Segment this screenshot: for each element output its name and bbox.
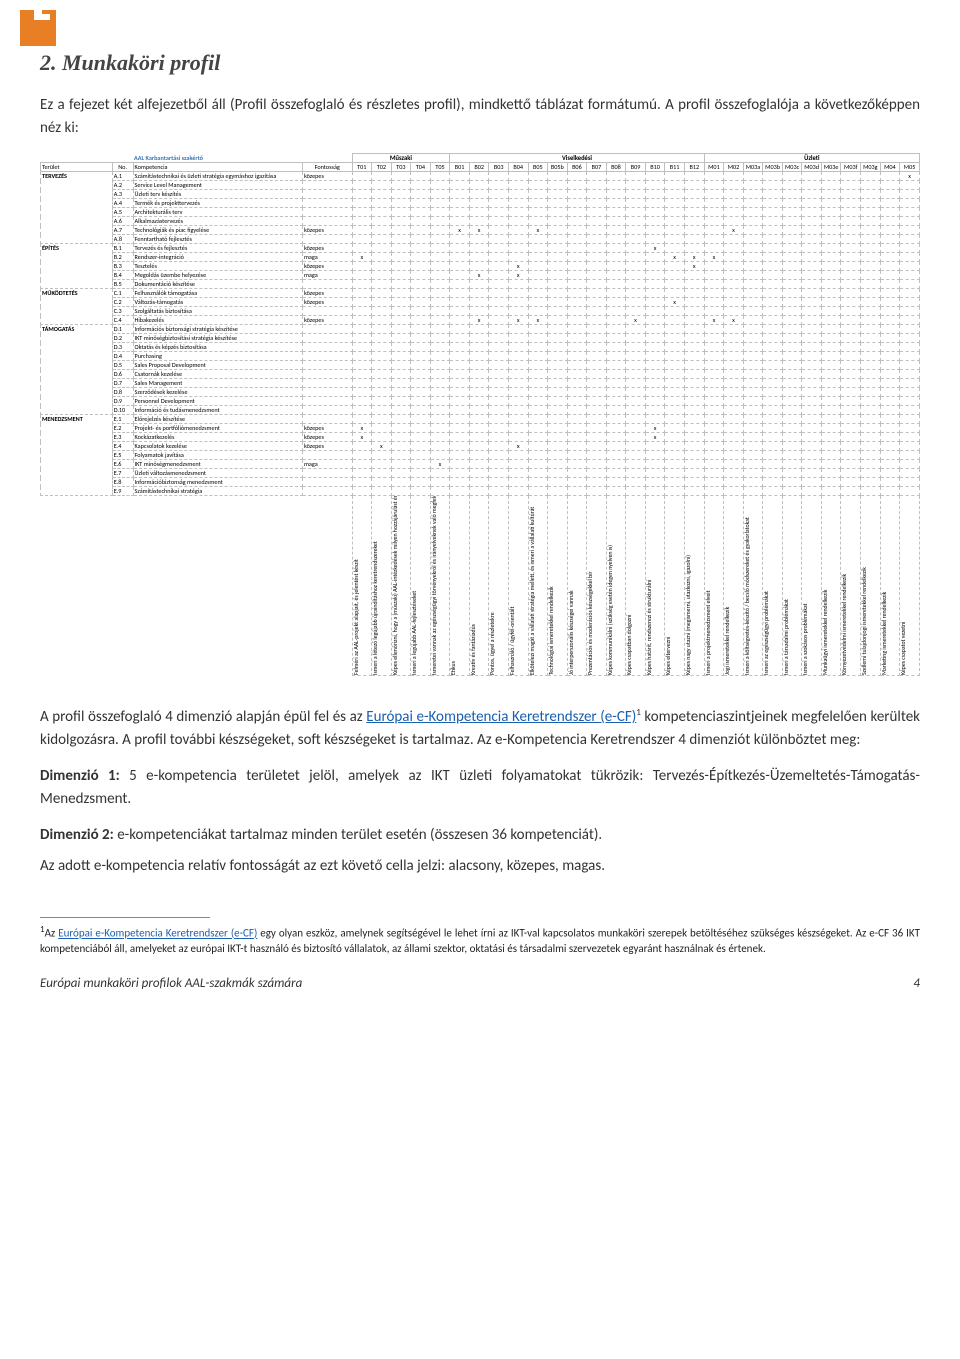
ecf-link[interactable]: Európai e-Kompetencia Keretrendszer (e-C… <box>366 708 636 726</box>
dimension-1: Dimenzió 1: 5 e-kompetencia területet je… <box>40 765 920 810</box>
footer-page-number: 4 <box>913 976 920 991</box>
logo-icon <box>20 10 56 46</box>
footnote-rule <box>40 917 210 918</box>
dimension-2: Dimenzió 2: e-kompetenciákat tartalmaz m… <box>40 824 920 847</box>
below-paragraph-1: A profil összefoglaló 4 dimenzió alapján… <box>40 706 920 751</box>
intro-paragraph: Ez a fejezet két alfejezetből áll (Profi… <box>40 94 920 139</box>
section-title: 2. Munkaköri profil <box>40 50 920 76</box>
footnote-1: 1Az Európai e-Kompetencia Keretrendszer … <box>40 924 920 956</box>
profile-summary-table: AAL Karbantartási szakértőMűszakiViselke… <box>40 153 920 676</box>
page-footer: Európai munkaköri profilok AAL-szakmák s… <box>40 976 920 991</box>
dimension-2-extra: Az adott e-kompetencia relatív fontosság… <box>40 855 920 878</box>
footer-left: Európai munkaköri profilok AAL-szakmák s… <box>40 976 302 991</box>
ecf-footnote-link[interactable]: Európai e-Kompetencia Keretrendszer (e-C… <box>58 927 257 940</box>
